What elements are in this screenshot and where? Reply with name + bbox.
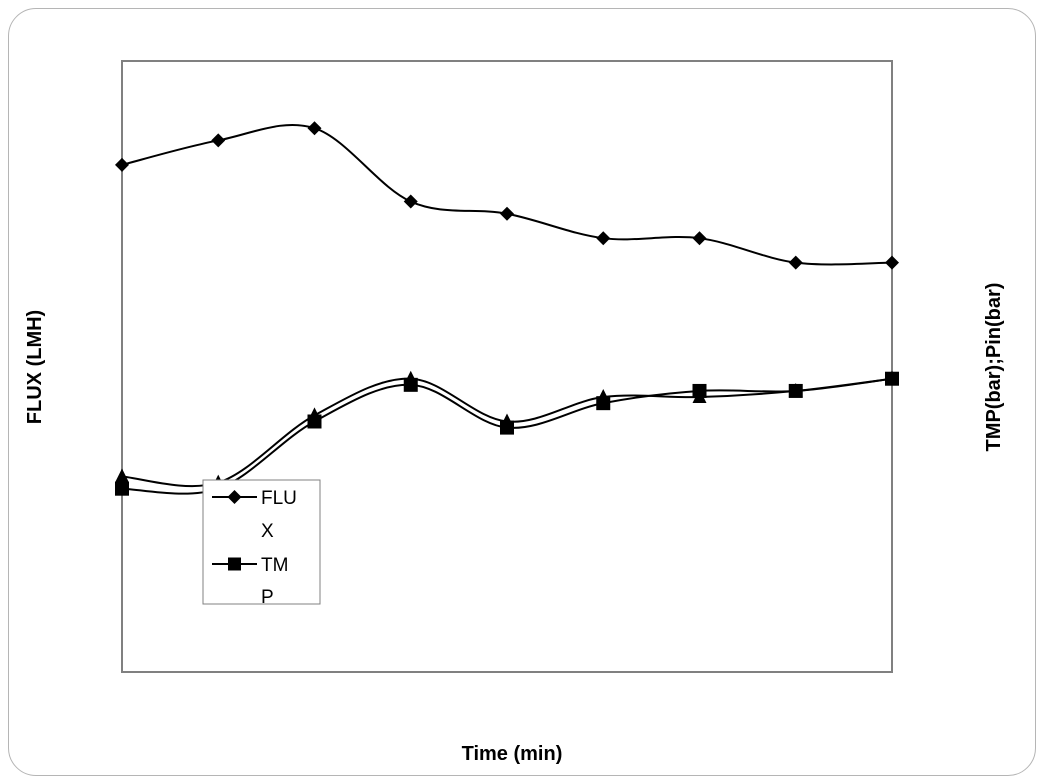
tmp-point bbox=[115, 481, 129, 496]
legend-tmp-marker bbox=[228, 557, 241, 571]
legend-tmp-label-line-1: TM bbox=[261, 555, 288, 576]
flux-point bbox=[500, 206, 514, 221]
legend-box bbox=[202, 479, 321, 605]
series-2-point bbox=[307, 407, 322, 422]
series-2-point bbox=[885, 370, 899, 385]
series-2-point bbox=[403, 370, 418, 385]
series-2-point bbox=[596, 389, 611, 404]
series-2-point bbox=[692, 389, 707, 404]
flux-point bbox=[403, 194, 418, 209]
flux-point bbox=[307, 121, 322, 136]
series-2-point bbox=[788, 382, 803, 397]
flux-series bbox=[115, 121, 899, 270]
x-axis-label: Time (min) bbox=[462, 743, 563, 765]
flux-point bbox=[692, 231, 707, 246]
series-layer bbox=[115, 121, 899, 496]
series-2-point bbox=[500, 413, 514, 428]
flux-point bbox=[788, 255, 803, 270]
y2-axis-label: TMP(bar);Pin(bar) bbox=[983, 283, 1005, 452]
flux-point bbox=[885, 255, 899, 270]
flux-point bbox=[211, 133, 226, 148]
legend-flux-marker bbox=[227, 490, 242, 504]
series-2-line bbox=[121, 377, 893, 488]
series-2-point bbox=[115, 468, 129, 483]
legend-tmp-label-line-2: P bbox=[261, 587, 274, 608]
flux-point bbox=[596, 231, 611, 246]
series-2-series bbox=[115, 370, 899, 489]
legend-flux-label-line-2: X bbox=[261, 521, 274, 542]
flux-point bbox=[115, 157, 129, 172]
legend: FLU X TM P bbox=[202, 479, 321, 608]
y-axis-label: FLUX (LMH) bbox=[24, 310, 46, 424]
legend-flux-label-line-1: FLU bbox=[261, 488, 297, 509]
